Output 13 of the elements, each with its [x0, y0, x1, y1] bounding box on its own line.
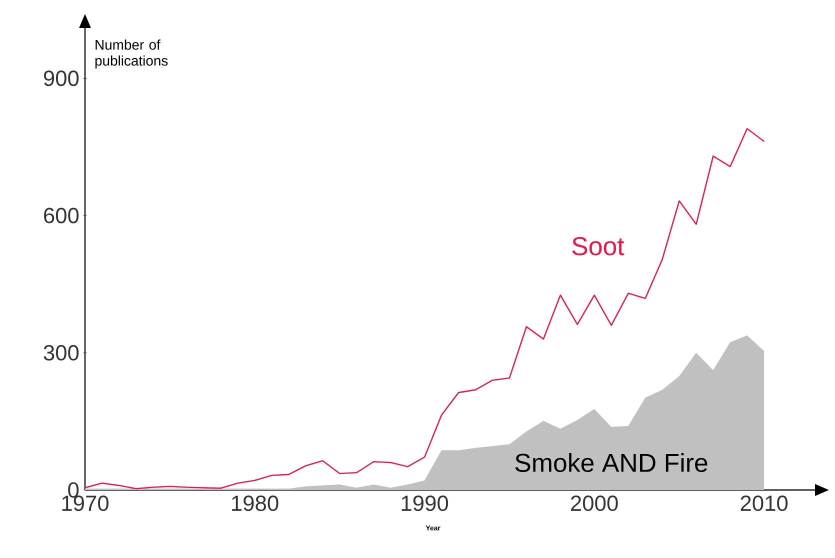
y-tick-label: 600	[44, 208, 79, 224]
y-tick-label: 900	[44, 70, 79, 86]
x-tick-label: 2010	[740, 496, 788, 512]
x-tick-label: 1990	[402, 496, 448, 512]
series-label: Smoke AND Fire	[515, 453, 708, 472]
line-series	[85, 128, 765, 490]
x-tick-label: 1970	[62, 496, 109, 512]
y-axis-title: Number of publications	[95, 40, 168, 68]
y-tick-label: 300	[44, 345, 79, 361]
y-tick-label: 0	[68, 482, 79, 498]
series-label: Soot	[572, 237, 624, 256]
x-tick-label: 1980	[232, 496, 278, 512]
x-tick-label: 2000	[571, 496, 618, 512]
